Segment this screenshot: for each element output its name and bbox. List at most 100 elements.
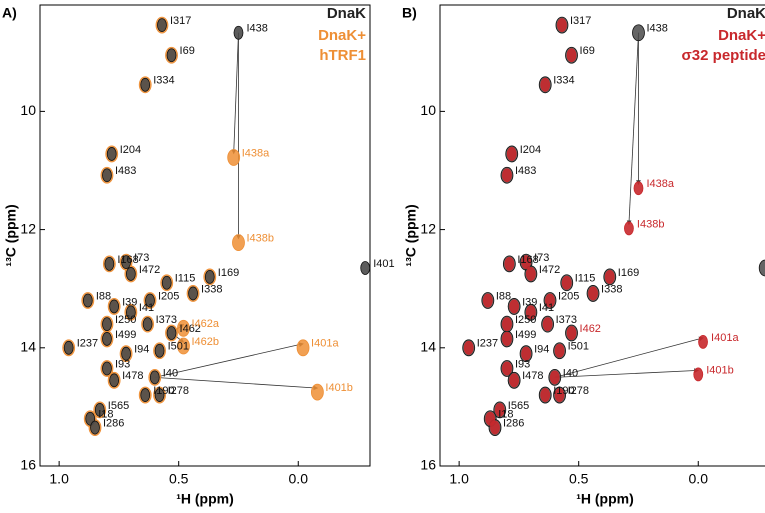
peak bbox=[166, 48, 177, 63]
peak bbox=[521, 255, 531, 269]
y-tick-label: 14 bbox=[420, 338, 436, 354]
peak-label: I501 bbox=[168, 341, 189, 353]
y-tick-label: 12 bbox=[20, 220, 36, 236]
legend-line: σ32 peptide bbox=[682, 47, 765, 64]
peak bbox=[557, 18, 567, 32]
peak-label: I93 bbox=[515, 358, 530, 370]
peak-label: I278 bbox=[168, 385, 189, 397]
y-axis-label: ¹³C (ppm) bbox=[403, 204, 419, 266]
peak bbox=[188, 286, 198, 301]
peak bbox=[140, 77, 151, 92]
legend-line: DnaK+ bbox=[318, 27, 366, 44]
peak bbox=[509, 373, 520, 388]
peak bbox=[504, 256, 515, 271]
peak-label: I334 bbox=[153, 75, 174, 87]
peak-label: I93 bbox=[115, 358, 130, 370]
peak bbox=[525, 305, 536, 320]
peak bbox=[142, 317, 153, 332]
y-tick-label: 16 bbox=[20, 457, 36, 473]
legend-entry: DnaK+ hTRF1 bbox=[318, 27, 366, 64]
peak bbox=[554, 343, 565, 358]
peak-label: I565 bbox=[508, 400, 529, 412]
peak bbox=[121, 255, 131, 269]
peak-label: I237 bbox=[477, 338, 498, 350]
peak bbox=[604, 269, 615, 284]
peak bbox=[566, 48, 577, 63]
peak-label: I94 bbox=[134, 344, 149, 356]
peak bbox=[624, 221, 634, 236]
peak-label: I286 bbox=[103, 417, 124, 429]
panel-label: A) bbox=[2, 5, 17, 21]
peak-label: I18 bbox=[98, 409, 113, 421]
peak bbox=[296, 339, 310, 357]
peak bbox=[588, 286, 598, 301]
peak bbox=[482, 293, 493, 308]
peak-label: I39 bbox=[522, 296, 537, 308]
peak bbox=[232, 234, 245, 251]
y-tick-label: 10 bbox=[420, 102, 436, 118]
peak-label: I41 bbox=[539, 302, 554, 314]
peak-label: I438b bbox=[637, 218, 665, 230]
peak bbox=[166, 326, 177, 340]
peak-label: I88 bbox=[496, 290, 511, 302]
peak bbox=[63, 340, 74, 355]
panel: B) 1.0 0.5 0.0 10 12 14 16 ¹H (ppm) ¹³C (ppm) I317… bbox=[402, 4, 765, 507]
peak-label: I205 bbox=[158, 290, 179, 302]
peak bbox=[490, 420, 500, 435]
peak-label: I250 bbox=[515, 314, 536, 326]
peak bbox=[540, 77, 551, 92]
peak-label: I190 bbox=[153, 385, 174, 397]
peak-label: I40 bbox=[163, 367, 178, 379]
peak-label: I478 bbox=[522, 370, 543, 382]
peak-label: I169 bbox=[218, 267, 239, 279]
peak-label: I462 bbox=[180, 323, 201, 335]
peak bbox=[154, 388, 165, 402]
peak bbox=[140, 388, 151, 402]
peak-label: I115 bbox=[575, 273, 596, 285]
peak bbox=[502, 317, 512, 332]
legend-line: hTRF1 bbox=[319, 47, 366, 64]
peak bbox=[521, 346, 531, 361]
peak-label: I41 bbox=[139, 302, 154, 314]
peak bbox=[233, 25, 244, 40]
peak bbox=[758, 259, 765, 277]
shift-arrow bbox=[554, 336, 704, 378]
peak bbox=[102, 332, 112, 346]
peak bbox=[90, 420, 100, 435]
peak-label: I483 bbox=[115, 165, 136, 177]
peak-label: I499 bbox=[515, 329, 536, 341]
peak-label: I472 bbox=[139, 264, 160, 276]
peak-label: I401a bbox=[311, 338, 339, 350]
peak-label: I205 bbox=[558, 290, 579, 302]
peak-label: I401b bbox=[325, 382, 353, 394]
peak-label: I401 bbox=[373, 258, 394, 270]
peak bbox=[693, 367, 704, 382]
x-tick-label: 0.5 bbox=[569, 471, 589, 487]
peak-label: I190 bbox=[553, 385, 574, 397]
peak bbox=[698, 334, 708, 349]
peak bbox=[502, 361, 512, 376]
peak-label: I338 bbox=[601, 283, 622, 295]
peak bbox=[540, 388, 551, 402]
peak bbox=[102, 168, 112, 183]
legend-entry: DnaK+ σ32 peptide bbox=[682, 27, 765, 64]
peak-label: I88 bbox=[96, 290, 111, 302]
peak-label: I18 bbox=[498, 409, 513, 421]
peak bbox=[463, 340, 474, 355]
peak-label: I483 bbox=[515, 165, 536, 177]
peak-label: I565 bbox=[108, 400, 129, 412]
plot-frame bbox=[39, 4, 371, 467]
peak bbox=[177, 319, 190, 337]
y-tick-label: 16 bbox=[420, 457, 436, 473]
peak-label: I373 bbox=[556, 314, 577, 326]
x-tick-label: 0.0 bbox=[289, 471, 309, 487]
peak-label: I401b bbox=[706, 364, 734, 376]
peak bbox=[502, 168, 512, 183]
x-tick-label: 1.0 bbox=[49, 471, 69, 487]
peak bbox=[549, 370, 560, 385]
peak bbox=[109, 299, 120, 314]
peak-label: I401a bbox=[711, 332, 739, 344]
shift-arrow bbox=[154, 376, 319, 391]
peak bbox=[360, 261, 371, 275]
